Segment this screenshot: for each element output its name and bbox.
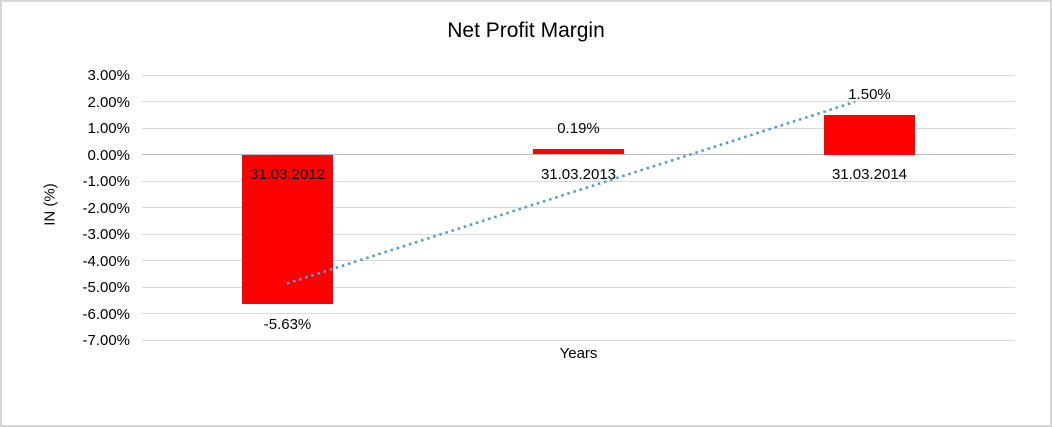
gridline: [142, 313, 1015, 314]
y-tick-label: 1.00%: [87, 120, 130, 137]
bar: [824, 114, 915, 155]
y-tick-label: -6.00%: [82, 305, 130, 323]
gridline: [142, 339, 1015, 341]
y-tick-label: -7.00%: [82, 332, 130, 349]
chart-title: Net Profit Margin: [447, 19, 605, 42]
y-tick-label: -4.00%: [82, 252, 130, 270]
gridline: [142, 74, 1015, 76]
category-label: 31.03.2014: [831, 165, 908, 183]
data-label: -5.63%: [263, 315, 312, 333]
y-tick-label: 0.00%: [87, 146, 130, 164]
y-tick-label: 2.00%: [87, 93, 130, 111]
y-tick-label: -2.00%: [82, 199, 130, 217]
data-label: 0.19%: [557, 120, 600, 138]
y-tick-label: -3.00%: [82, 226, 130, 243]
x-axis-title: Years: [559, 345, 598, 362]
y-tick-label: -1.00%: [82, 173, 130, 190]
y-tick-label: -5.00%: [82, 279, 130, 296]
gridline: [142, 286, 1015, 288]
y-tick-label: 3.00%: [87, 67, 130, 84]
category-label: 31.03.2012: [249, 165, 326, 183]
category-label: 31.03.2013: [540, 165, 617, 183]
data-label: 1.50%: [848, 85, 891, 103]
bar: [533, 149, 624, 155]
